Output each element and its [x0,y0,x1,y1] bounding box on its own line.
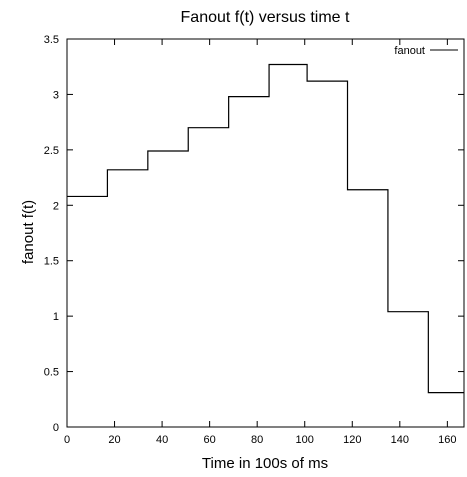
x-tick-label: 20 [108,434,120,446]
x-axis-label: Time in 100s of ms [202,455,328,472]
x-tick-label: 140 [391,434,409,446]
y-tick-label: 3.5 [44,34,59,46]
y-tick-label: 0.5 [44,367,59,379]
y-tick-label: 2 [53,200,59,212]
plot-area [67,63,464,394]
series-line-fanout [67,63,464,394]
y-tick-label: 3 [53,89,59,101]
y-tick-label: 0 [53,422,59,434]
x-tick-label: 0 [64,434,70,446]
y-tick-label: 1 [53,311,59,323]
plot-frame [66,38,465,428]
x-tick-label: 100 [296,434,314,446]
x-tick-label: 80 [251,434,263,446]
x-tick-label: 40 [156,434,168,446]
x-tick-label: 60 [204,434,216,446]
y-tick-label: 2.5 [44,145,59,157]
y-axis-label: fanout f(t) [20,200,37,264]
axes: 0 20 40 60 80 100 120 140 160 0 0.5 1 1.5 2 2.5 3 3.5 [44,34,465,446]
chart-title: Fanout f(t) versus time t [181,9,350,26]
legend-label: fanout [394,45,425,57]
y-tick-label: 1.5 [44,256,59,268]
legend: fanout [394,45,458,57]
x-tick-label: 120 [343,434,361,446]
x-tick-label: 160 [438,434,456,446]
